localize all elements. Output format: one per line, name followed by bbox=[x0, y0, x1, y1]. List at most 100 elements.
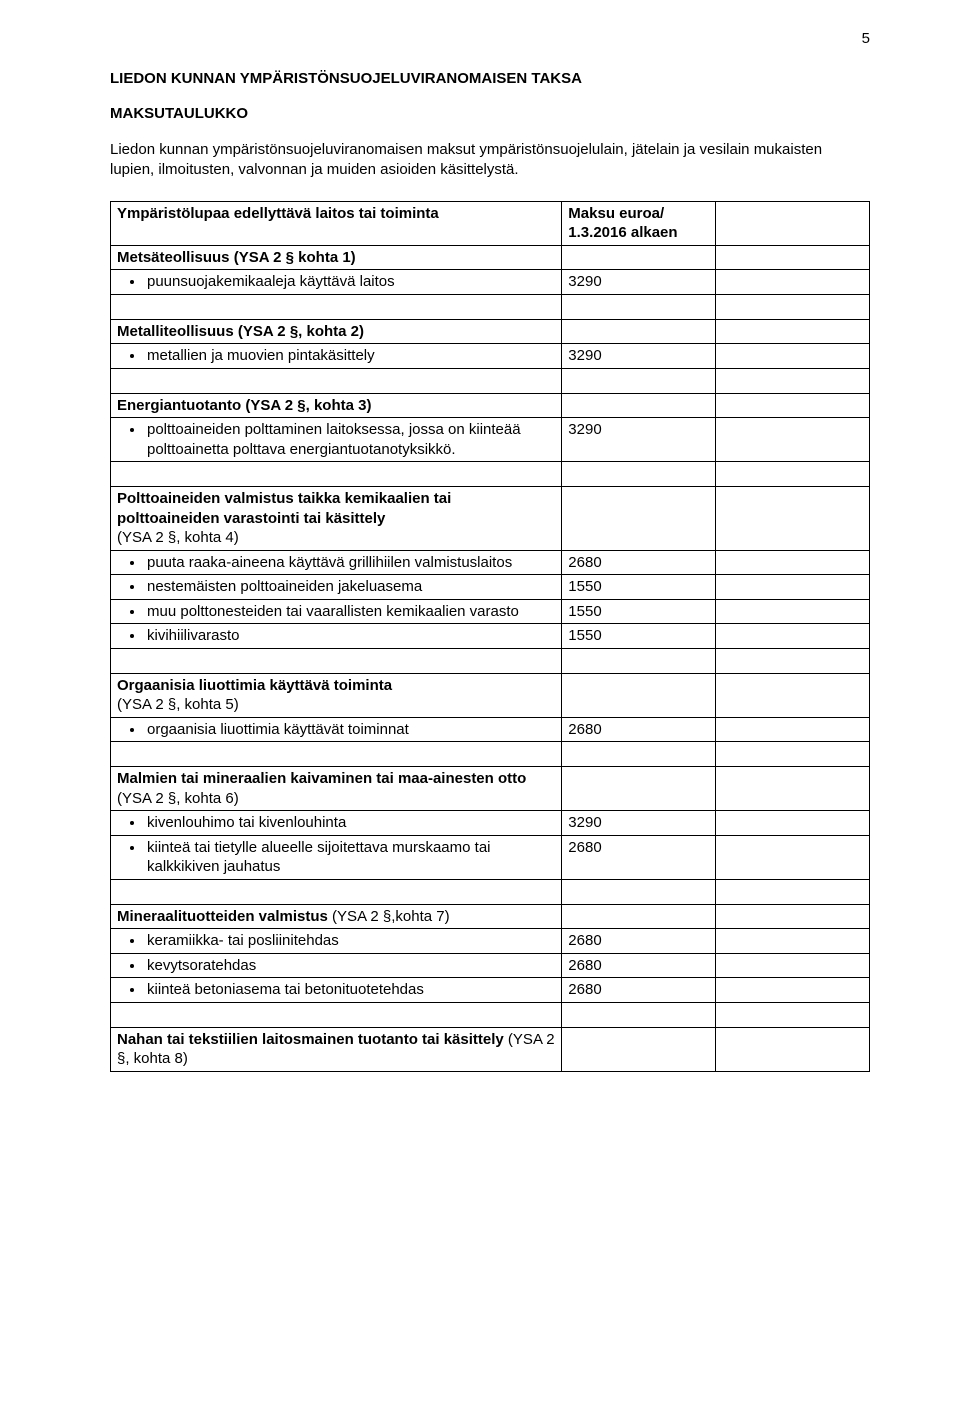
table-row bbox=[111, 294, 870, 319]
item-cell: muu polttonesteiden tai vaarallisten kem… bbox=[111, 599, 562, 624]
item-cell: metallien ja muovien pintakäsittely bbox=[111, 344, 562, 369]
extra-cell bbox=[716, 673, 870, 717]
fee-cell: 3290 bbox=[562, 344, 716, 369]
table-row: nestemäisten polttoaineiden jakeluasema … bbox=[111, 575, 870, 600]
table-row: puunsuojakemikaaleja käyttävä laitos 329… bbox=[111, 270, 870, 295]
extra-cell bbox=[716, 904, 870, 929]
extra-cell bbox=[716, 245, 870, 270]
section-heading: Polttoaineiden valmistus taikka kemikaal… bbox=[111, 487, 562, 551]
fee-cell: 2680 bbox=[562, 953, 716, 978]
section-heading: Energiantuotanto (YSA 2 §, kohta 3) bbox=[111, 393, 562, 418]
fee-cell: 3290 bbox=[562, 811, 716, 836]
fee-cell: 3290 bbox=[562, 418, 716, 462]
item-cell: nestemäisten polttoaineiden jakeluasema bbox=[111, 575, 562, 600]
fee-cell bbox=[562, 319, 716, 344]
intro-paragraph: Liedon kunnan ympäristönsuojeluviranomai… bbox=[110, 140, 870, 181]
table-row: keramiikka- tai posliinitehdas 2680 bbox=[111, 929, 870, 954]
extra-cell bbox=[716, 929, 870, 954]
fee-cell: 2680 bbox=[562, 550, 716, 575]
table-row: Polttoaineiden valmistus taikka kemikaal… bbox=[111, 487, 870, 551]
table-row: orgaanisia liuottimia käyttävät toiminna… bbox=[111, 717, 870, 742]
table-row: muu polttonesteiden tai vaarallisten kem… bbox=[111, 599, 870, 624]
fee-cell bbox=[562, 1027, 716, 1071]
item-cell: kiinteä tai tietylle alueelle sijoitetta… bbox=[111, 835, 562, 879]
extra-cell bbox=[716, 487, 870, 551]
table-row bbox=[111, 648, 870, 673]
table-row: kevytsoratehdas 2680 bbox=[111, 953, 870, 978]
fee-cell: 2680 bbox=[562, 929, 716, 954]
table-row: Orgaanisia liuottimia käyttävä toiminta … bbox=[111, 673, 870, 717]
page-number: 5 bbox=[862, 30, 870, 47]
item-cell: kivihiilivarasto bbox=[111, 624, 562, 649]
table-row: Nahan tai tekstiilien laitosmainen tuota… bbox=[111, 1027, 870, 1071]
table-header-row: Ympäristölupaa edellyttävä laitos tai to… bbox=[111, 201, 870, 245]
item-cell: keramiikka- tai posliinitehdas bbox=[111, 929, 562, 954]
section-heading: Malmien tai mineraalien kaivaminen tai m… bbox=[111, 767, 562, 811]
header-left: Ympäristölupaa edellyttävä laitos tai to… bbox=[111, 201, 562, 245]
section-heading: Orgaanisia liuottimia käyttävä toiminta … bbox=[111, 673, 562, 717]
item-cell: kiinteä betoniasema tai betonituotetehda… bbox=[111, 978, 562, 1003]
extra-cell bbox=[716, 270, 870, 295]
header-extra bbox=[716, 201, 870, 245]
extra-cell bbox=[716, 418, 870, 462]
table-row: Malmien tai mineraalien kaivaminen tai m… bbox=[111, 767, 870, 811]
section-heading: Nahan tai tekstiilien laitosmainen tuota… bbox=[111, 1027, 562, 1071]
extra-cell bbox=[716, 550, 870, 575]
table-row: puuta raaka-aineena käyttävä grillihiile… bbox=[111, 550, 870, 575]
fee-cell: 1550 bbox=[562, 624, 716, 649]
item-cell: puuta raaka-aineena käyttävä grillihiile… bbox=[111, 550, 562, 575]
extra-cell bbox=[716, 717, 870, 742]
fee-cell bbox=[562, 393, 716, 418]
fee-cell: 3290 bbox=[562, 270, 716, 295]
table-row bbox=[111, 742, 870, 767]
table-row: Mineraalituotteiden valmistus (YSA 2 §,k… bbox=[111, 904, 870, 929]
fee-table: Ympäristölupaa edellyttävä laitos tai to… bbox=[110, 201, 870, 1072]
table-row: kiinteä betoniasema tai betonituotetehda… bbox=[111, 978, 870, 1003]
extra-cell bbox=[716, 767, 870, 811]
extra-cell bbox=[716, 344, 870, 369]
document-page: 5 LIEDON KUNNAN YMPÄRISTÖNSUOJELUVIRANOM… bbox=[0, 0, 960, 1410]
extra-cell bbox=[716, 599, 870, 624]
table-row: kivenlouhimo tai kivenlouhinta 3290 bbox=[111, 811, 870, 836]
fee-cell bbox=[562, 767, 716, 811]
table-row: kivihiilivarasto 1550 bbox=[111, 624, 870, 649]
table-row bbox=[111, 462, 870, 487]
table-row: polttoaineiden polttaminen laitoksessa, … bbox=[111, 418, 870, 462]
extra-cell bbox=[716, 319, 870, 344]
extra-cell bbox=[716, 835, 870, 879]
item-cell: kivenlouhimo tai kivenlouhinta bbox=[111, 811, 562, 836]
extra-cell bbox=[716, 575, 870, 600]
fee-cell bbox=[562, 904, 716, 929]
subtitle: MAKSUTAULUKKO bbox=[110, 105, 870, 122]
section-heading: Metalliteollisuus (YSA 2 §, kohta 2) bbox=[111, 319, 562, 344]
fee-cell bbox=[562, 487, 716, 551]
table-row bbox=[111, 879, 870, 904]
fee-cell: 1550 bbox=[562, 599, 716, 624]
extra-cell bbox=[716, 953, 870, 978]
table-row: Energiantuotanto (YSA 2 §, kohta 3) bbox=[111, 393, 870, 418]
fee-cell: 2680 bbox=[562, 717, 716, 742]
item-cell: polttoaineiden polttaminen laitoksessa, … bbox=[111, 418, 562, 462]
main-title: LIEDON KUNNAN YMPÄRISTÖNSUOJELUVIRANOMAI… bbox=[110, 70, 870, 87]
table-row: kiinteä tai tietylle alueelle sijoitetta… bbox=[111, 835, 870, 879]
table-row: Metsäteollisuus (YSA 2 § kohta 1) bbox=[111, 245, 870, 270]
table-row: Metalliteollisuus (YSA 2 §, kohta 2) bbox=[111, 319, 870, 344]
item-cell: kevytsoratehdas bbox=[111, 953, 562, 978]
item-cell: orgaanisia liuottimia käyttävät toiminna… bbox=[111, 717, 562, 742]
fee-cell: 1550 bbox=[562, 575, 716, 600]
section-heading: Mineraalituotteiden valmistus (YSA 2 §,k… bbox=[111, 904, 562, 929]
extra-cell bbox=[716, 393, 870, 418]
header-right: Maksu euroa/ 1.3.2016 alkaen bbox=[562, 201, 716, 245]
item-cell: puunsuojakemikaaleja käyttävä laitos bbox=[111, 270, 562, 295]
fee-cell: 2680 bbox=[562, 978, 716, 1003]
table-row bbox=[111, 368, 870, 393]
table-row: metallien ja muovien pintakäsittely 3290 bbox=[111, 344, 870, 369]
extra-cell bbox=[716, 811, 870, 836]
extra-cell bbox=[716, 978, 870, 1003]
section-heading: Metsäteollisuus (YSA 2 § kohta 1) bbox=[111, 245, 562, 270]
fee-cell: 2680 bbox=[562, 835, 716, 879]
fee-cell bbox=[562, 245, 716, 270]
fee-cell bbox=[562, 673, 716, 717]
extra-cell bbox=[716, 624, 870, 649]
table-row bbox=[111, 1002, 870, 1027]
